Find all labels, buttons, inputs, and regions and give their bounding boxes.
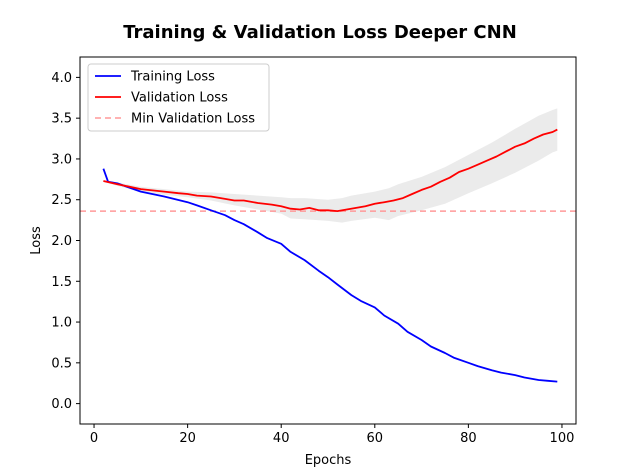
x-tick-label: 80: [460, 431, 477, 446]
legend: Training Loss Validation Loss Min Valida…: [87, 63, 270, 132]
x-tick-label: 20: [179, 431, 196, 446]
chart-title: Training & Validation Loss Deeper CNN: [123, 22, 517, 43]
y-tick-label: 0.5: [51, 356, 72, 371]
y-tick-label: 1.0: [51, 316, 72, 331]
y-axis-label: Loss: [29, 226, 44, 255]
y-tick-label: 4.0: [51, 71, 72, 86]
y-tick-label: 0.0: [51, 397, 72, 412]
y-tick-label: 3.5: [51, 112, 72, 127]
y-tick-label: 1.5: [51, 275, 72, 290]
plot-area: [80, 108, 576, 383]
y-tick-label: 2.5: [51, 193, 72, 208]
x-axis-label: Epochs: [305, 453, 352, 468]
legend-training-label: Training Loss: [130, 70, 215, 85]
training-loss-line: [102, 168, 558, 383]
legend-min-validation-label: Min Validation Loss: [131, 112, 255, 127]
legend-validation-label: Validation Loss: [131, 91, 228, 106]
x-axis-ticks: 0 20 40 60 80 100: [90, 424, 574, 446]
y-axis-ticks: 0.0 0.5 1.0 1.5 2.0 2.5 3.0 3.5 4.0: [51, 71, 80, 412]
y-tick-label: 2.0: [51, 234, 72, 249]
x-tick-label: 100: [550, 431, 575, 446]
validation-variance-band: [103, 108, 558, 223]
x-tick-label: 40: [273, 431, 290, 446]
x-tick-label: 0: [90, 431, 98, 446]
legend-box: [87, 63, 270, 132]
y-tick-label: 3.0: [51, 152, 72, 167]
validation-loss-line: [103, 128, 558, 212]
x-tick-label: 60: [367, 431, 384, 446]
